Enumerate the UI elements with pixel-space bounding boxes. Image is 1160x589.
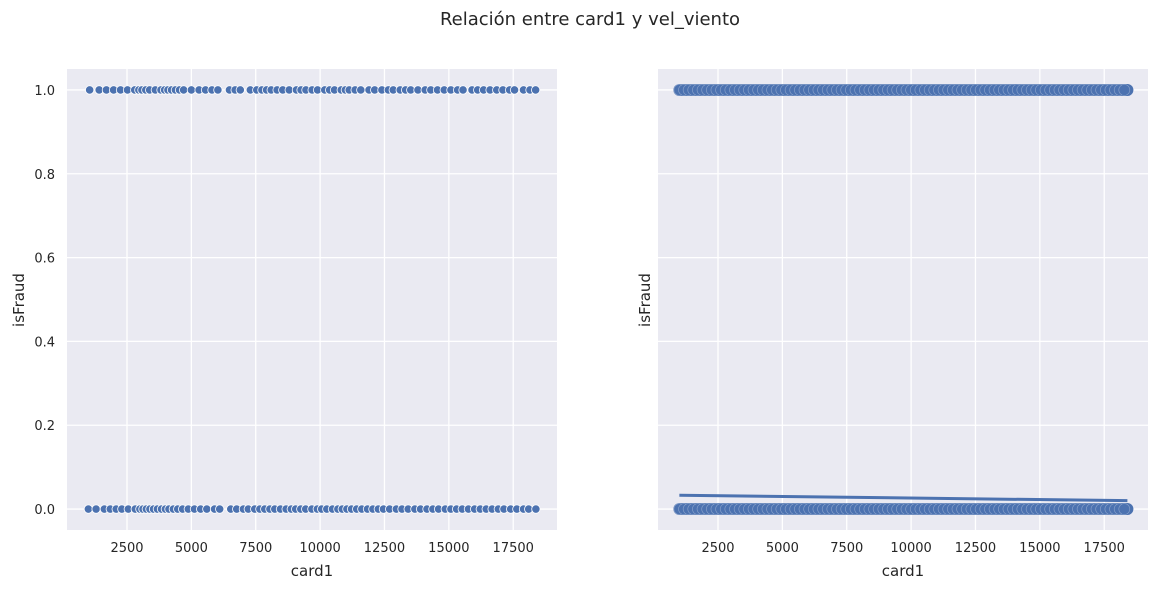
x-tick-label: 5000 <box>766 541 799 556</box>
x-tick-label: 15000 <box>1019 541 1060 556</box>
right-regression-panel: 2500 5000 7500 10000 12500 15000 17500 card1 i… <box>636 69 1148 580</box>
right-plot-area <box>658 69 1148 530</box>
left-y-tick-labels: 0.0 0.2 0.4 0.6 0.8 1.0 <box>34 84 55 518</box>
regression-line <box>679 493 1128 503</box>
data-point <box>213 85 223 95</box>
y-tick-label: 1.0 <box>34 84 55 99</box>
x-tick-label: 10000 <box>890 541 931 556</box>
right-x-axis-label: card1 <box>882 562 924 580</box>
data-point <box>356 85 366 95</box>
y-tick-label: 0.4 <box>34 335 55 350</box>
x-tick-label: 10000 <box>299 541 340 556</box>
data-point <box>179 85 189 95</box>
left-y-axis-label: isFraud <box>10 273 28 327</box>
x-tick-label: 2500 <box>110 541 143 556</box>
right-x-tick-labels: 2500 5000 7500 10000 12500 15000 17500 <box>701 541 1124 556</box>
data-point <box>235 85 245 95</box>
data-point <box>83 504 93 514</box>
x-tick-label: 12500 <box>955 541 996 556</box>
data-point <box>85 85 95 95</box>
data-point <box>531 85 541 95</box>
right-y-axis-label: isFraud <box>636 273 654 327</box>
figure-title: Relación entre card1 y vel_viento <box>440 9 740 30</box>
y-tick-label: 0.8 <box>34 168 55 183</box>
left-plot-area <box>67 69 557 530</box>
left-x-tick-labels: 2500 5000 7500 10000 12500 15000 17500 <box>110 541 533 556</box>
data-point <box>531 504 541 514</box>
data-point <box>1118 503 1131 515</box>
y-tick-label: 0.6 <box>34 252 55 267</box>
data-point <box>202 504 212 514</box>
data-point <box>458 85 468 95</box>
data-point <box>1118 84 1131 96</box>
data-point <box>509 85 520 95</box>
x-tick-label: 17500 <box>493 541 534 556</box>
x-tick-label: 5000 <box>175 541 208 556</box>
left-x-axis-label: card1 <box>291 562 333 580</box>
left-scatter-panel: 2500 5000 7500 10000 12500 15000 17500 0.00.20… <box>10 69 557 580</box>
x-tick-label: 7500 <box>830 541 863 556</box>
y-tick-label: 0.0 <box>34 503 55 518</box>
y-tick-label: 0.2 <box>34 419 55 434</box>
x-tick-label: 15000 <box>428 541 469 556</box>
right-data-points <box>673 83 1134 516</box>
x-tick-label: 7500 <box>239 541 272 556</box>
x-tick-label: 2500 <box>701 541 734 556</box>
data-point <box>186 85 196 95</box>
data-point <box>91 504 101 514</box>
x-tick-label: 12500 <box>364 541 405 556</box>
x-tick-label: 17500 <box>1084 541 1125 556</box>
left-data-points <box>83 85 541 514</box>
data-point <box>215 504 225 514</box>
